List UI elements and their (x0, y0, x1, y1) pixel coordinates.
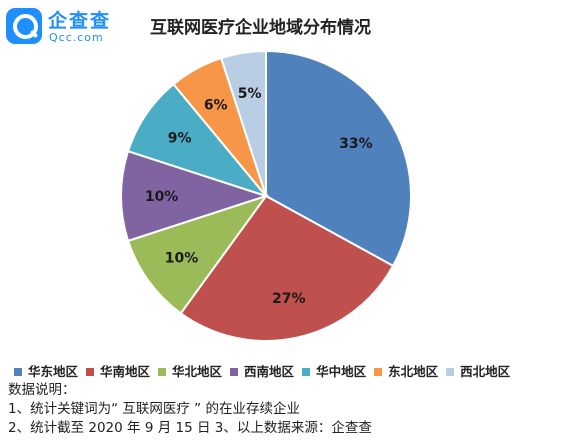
pie-slice-5 (126, 82, 269, 199)
legend-label: 华南地区 (100, 364, 151, 379)
data-notes: 数据说明： 1、统计关键词为“ 互联网医疗 ” 的在业存续企业 2、统计截至 2… (8, 381, 372, 438)
legend-swatch (230, 367, 239, 376)
legend-item-1: 华东地区 (14, 361, 78, 380)
pie-slice-1 (265, 49, 412, 268)
legend-label: 华中地区 (316, 364, 367, 379)
slice-label-3: 10% (165, 250, 199, 266)
legend-item-3: 华北地区 (158, 361, 222, 380)
legend-label: 西北地区 (460, 364, 511, 379)
legend-item-7: 西北地区 (446, 361, 510, 380)
legend-item-5: 华中地区 (302, 361, 366, 380)
legend-item-4: 西南地区 (230, 361, 294, 380)
legend-swatch (302, 367, 311, 376)
chart-legend: 华东地区 华南地区 华北地区 西南地区 华中地区 东北地区 西北地区 (14, 361, 580, 379)
legend-swatch (14, 367, 22, 376)
pie-slice-7 (219, 49, 267, 197)
legend-item-6: 东北地区 (374, 361, 438, 380)
slice-label-5: 9% (168, 130, 192, 146)
logo-name: 企查查 (48, 10, 112, 32)
notes-line-1: 1、统计关键词为“ 互联网医疗 ” 的在业存续企业 (8, 401, 300, 417)
notes-line-2: 2、统计截至 2020 年 9 月 15 日 3、以上数据来源：企查查 (8, 420, 372, 436)
legend-swatch (446, 367, 455, 376)
pie-slice-2 (179, 194, 395, 342)
slice-label-4: 10% (145, 189, 179, 205)
magnifier-icon (6, 8, 42, 44)
legend-label: 华东地区 (28, 364, 79, 379)
logo-domain: Qcc.com (49, 31, 104, 44)
legend-label: 华北地区 (172, 364, 223, 379)
legend-item-2: 华南地区 (86, 361, 150, 380)
pie-slice-4 (120, 149, 270, 243)
legend-swatch (374, 367, 383, 376)
slice-label-2: 27% (272, 291, 306, 307)
slice-label-7: 5% (238, 86, 262, 102)
legend-swatch (86, 367, 95, 376)
slice-label-1: 33% (339, 136, 373, 152)
legend-label: 西南地区 (244, 364, 295, 379)
legend-swatch (158, 367, 167, 376)
pie-chart: 33% 27% 10% 10% 9% 6% 5% (120, 49, 412, 342)
pie-slice-3 (126, 194, 269, 315)
chart-title: 互联网医疗企业地域分布情况 (150, 18, 371, 38)
legend-label: 东北地区 (388, 364, 439, 379)
qcc-logo: 企查查 Qcc.com (6, 6, 134, 46)
slice-label-6: 6% (204, 98, 228, 114)
notes-heading: 数据说明： (8, 382, 76, 398)
